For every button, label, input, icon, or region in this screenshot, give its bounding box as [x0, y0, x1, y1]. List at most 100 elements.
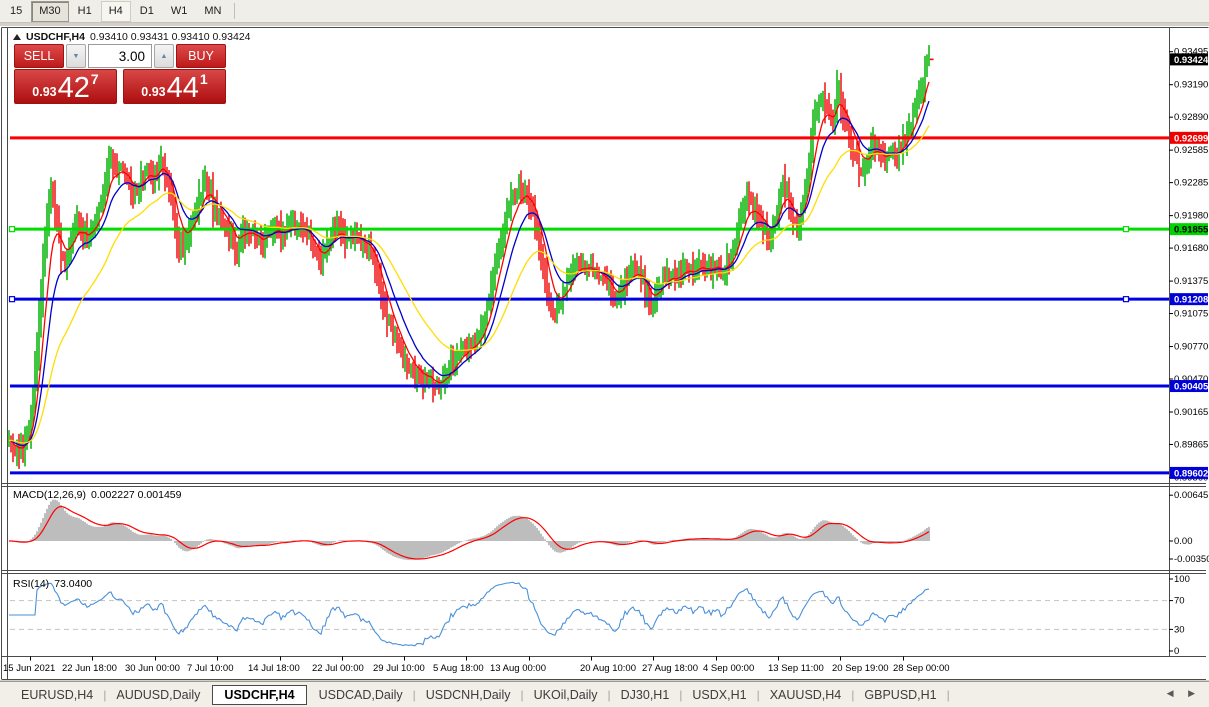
price-tag-hline: [1170, 293, 1208, 306]
hline-handle[interactable]: [1122, 296, 1130, 303]
macd-name: MACD(12,26,9): [13, 489, 86, 501]
y-tick-label: 0.91980: [1174, 211, 1208, 222]
chart-tab-XAUUSD[interactable]: XAUUSD,H4: [769, 687, 842, 702]
timeframe-button-D1[interactable]: D1: [139, 5, 154, 17]
tab-separator: |: [103, 687, 107, 702]
tab-separator: |: [412, 687, 416, 702]
price-tag-hline: [1170, 380, 1208, 393]
time-axis: 15 Jun 2021 22 Jun 18:00 30 Jun 00:00 7 Jul…: [3, 656, 950, 674]
collapse-arrow-icon: [13, 34, 21, 40]
tab-separator: |: [946, 687, 950, 702]
y-tick-label: 0.93190: [1174, 80, 1208, 91]
rsi-values: 73.0400: [54, 578, 93, 590]
price-tag-label: 0.89602: [1174, 468, 1208, 479]
tab-separator: |: [520, 687, 524, 702]
sell-price-big: 42: [57, 71, 90, 104]
chart-tab-USDCNH[interactable]: USDCNH,Daily: [425, 687, 511, 702]
macd-indicator-label: MACD(12,26,9) 0.002227 0.001459: [13, 489, 181, 501]
x-axis-date-label: 22 Jun 18:00: [62, 663, 117, 674]
y-tick-label: 0.92285: [1174, 178, 1208, 189]
buy-price-big: 44: [166, 71, 199, 104]
price-tag-label: 0.90405: [1174, 382, 1209, 393]
price-tags: 0.93424 0.92699 0.91855 0.91208 0.90405 0.896…: [1170, 53, 1209, 479]
rsi-tick-label: 0: [1174, 646, 1179, 657]
candles-layer: [8, 45, 934, 469]
y-tick-label: 0.91375: [1174, 276, 1208, 287]
x-axis-date-label: 20 Aug 10:00: [580, 663, 636, 674]
macd-histogram: [10, 499, 930, 561]
buy-button[interactable]: BUY: [176, 44, 226, 68]
rsi-tick-label: 100: [1174, 574, 1190, 585]
y-tick-label: 0.89865: [1174, 439, 1208, 450]
x-axis-date-label: 28 Sep 00:00: [893, 663, 950, 674]
chart-tab-EURUSD[interactable]: EURUSD,H4: [21, 687, 94, 702]
tab-scroll-arrows[interactable]: ◀ ▶: [1166, 688, 1201, 698]
rsi-tick-label: 30: [1174, 624, 1185, 635]
chart-tab-AUDUSD[interactable]: AUDUSD,Daily: [116, 687, 201, 702]
volume-decrease-button[interactable]: ▼: [66, 44, 86, 68]
y-tick-label: 0.90470: [1174, 374, 1208, 385]
x-axis-date-label: 29 Jul 10:00: [373, 663, 425, 674]
timeframe-toolbar: 15 M30 H1 H4 D1 W1 MN: [0, 0, 1209, 23]
panel-borders: [1, 27, 1209, 680]
tab-separator: |: [607, 687, 611, 702]
price-tag-label: 0.91208: [1174, 295, 1208, 306]
sell-price-pip: 7: [90, 71, 99, 87]
chart-tab-UKOil[interactable]: UKOil,Daily: [533, 687, 598, 702]
y-tick-label: 0.92890: [1174, 112, 1208, 123]
rsi-line: [9, 581, 930, 647]
sell-price-prefix: 0.93: [32, 84, 57, 99]
sell-button[interactable]: SELL: [14, 44, 64, 68]
timeframe-button-15[interactable]: 15: [10, 5, 23, 17]
macd-values: 0.002227 0.001459: [90, 489, 182, 501]
volume-increase-button[interactable]: ▲: [154, 44, 174, 68]
timeframe-button-H4[interactable]: H4: [100, 0, 131, 22]
chart-tab-USDCHF[interactable]: USDCHF,H4: [212, 684, 307, 705]
chart-title: USDCHF,H4 0.93410 0.93431 0.93410 0.9342…: [13, 31, 251, 43]
buy-price-prefix: 0.93: [141, 84, 166, 99]
y-tick-label: 0.90165: [1174, 407, 1208, 418]
sell-price-panel[interactable]: 0.93 42 7: [14, 69, 117, 104]
chart-tab-DJ30[interactable]: DJ30,H1: [620, 687, 670, 702]
buy-price-panel[interactable]: 0.93 44 1: [123, 69, 226, 104]
y-tick-label: 0.91075: [1174, 309, 1208, 320]
y-tick-label: 0.93495: [1174, 47, 1208, 58]
chart-tab-USDX[interactable]: USDX,H1: [692, 687, 747, 702]
chart-tab-GBPUSD[interactable]: GBPUSD,H1: [864, 687, 937, 702]
macd-tick-label: 0.00: [1174, 536, 1193, 547]
horizontal-lines-layer: [8, 136, 1169, 475]
price-tag-label: 0.93424: [1174, 55, 1209, 66]
one-click-trading-panel: SELL ▼ ▲ BUY 0.93 42 7 0.93 44 1: [14, 44, 226, 104]
timeframe-button-H1[interactable]: H1: [77, 5, 92, 17]
x-axis-date-label: 4 Sep 00:00: [703, 663, 754, 674]
timeframe-button-W1[interactable]: W1: [170, 5, 188, 17]
macd-tick-label: 0.006451: [1174, 490, 1209, 501]
y-tick-label: 0.90770: [1174, 342, 1208, 353]
tab-separator: |: [679, 687, 683, 702]
chart-tab-bar: EURUSD,H4 | AUDUSD,Daily USDCHF,H4 USDCAD,Da…: [0, 681, 1209, 707]
timeframe-button-M30[interactable]: M30: [31, 0, 69, 22]
rsi-tick-label: 70: [1174, 596, 1185, 607]
x-axis-date-label: 14 Jul 18:00: [248, 663, 300, 674]
x-axis-date-label: 20 Sep 19:00: [832, 663, 889, 674]
price-tag-current-price: [1170, 53, 1208, 66]
x-axis-date-label: 5 Aug 18:00: [433, 663, 484, 674]
hline-handle[interactable]: [1122, 226, 1130, 233]
rsi-name: RSI(14): [13, 578, 50, 590]
x-axis-date-label: 22 Jul 00:00: [312, 663, 364, 674]
volume-input[interactable]: [88, 44, 152, 68]
x-axis-date-label: 27 Aug 18:00: [642, 663, 698, 674]
ma-line-medium: [8, 100, 930, 447]
timeframe-button-MN[interactable]: MN: [204, 5, 222, 17]
chart-symbol-timeframe: USDCHF,H4: [26, 31, 85, 43]
macd-signal-line: [9, 505, 930, 560]
chart-ohlc-values: 0.93410 0.93431 0.93410 0.93424: [89, 31, 251, 43]
chart-tab-USDCAD[interactable]: USDCAD,Daily: [318, 687, 403, 702]
price-tag-label: 0.91855: [1174, 225, 1209, 236]
hline-handle[interactable]: [8, 296, 16, 303]
hline-handle[interactable]: [8, 226, 16, 233]
toolbar-separator: [234, 3, 236, 19]
y-tick-label: 0.92585: [1174, 145, 1208, 156]
